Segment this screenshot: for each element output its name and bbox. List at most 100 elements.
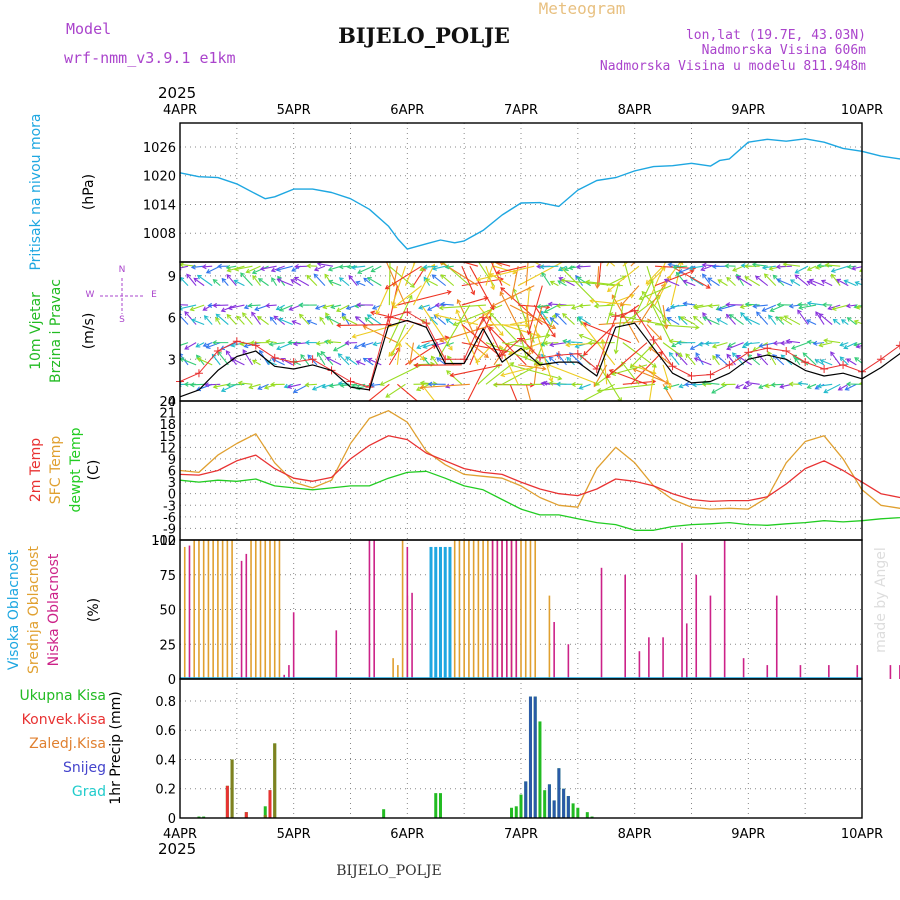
wind-arrow-head <box>226 313 232 319</box>
wind-arrow-head <box>319 316 324 322</box>
precip-bar <box>244 812 248 818</box>
wind-arrow <box>440 303 454 306</box>
wind-arrow-head <box>366 277 372 282</box>
wind-arrow <box>555 313 567 325</box>
wind-arrow-head <box>853 319 859 325</box>
wind-arrow <box>726 277 736 287</box>
wind-arrow-head <box>526 330 532 336</box>
wind-arrow-head <box>202 306 208 311</box>
pressure-axis-label: Pritisak na nivou mora <box>28 113 44 270</box>
wind-arrow <box>559 277 575 287</box>
wind-arrow <box>277 278 293 287</box>
wind-arrow-head <box>464 404 468 408</box>
wind-arrow <box>257 383 269 390</box>
wind-arrow-head <box>270 381 275 388</box>
wind-arrow <box>361 342 374 347</box>
wind-arrow-head <box>585 279 591 285</box>
wind-arrow <box>307 320 318 326</box>
cloud-bar <box>411 592 413 679</box>
wind-arrow <box>806 319 817 326</box>
temp-sfc-line <box>179 410 900 510</box>
wind-arrow-head <box>555 381 561 387</box>
wind-arrow-head <box>853 341 859 347</box>
wind-arrow-head <box>755 275 760 281</box>
wind-arrow-head <box>818 313 824 318</box>
wind-arrow-head <box>872 353 876 357</box>
wind-arrow-head <box>444 264 450 270</box>
wind-arrow <box>191 265 205 268</box>
wind-arrow-head <box>265 339 271 345</box>
wind-arrow-head <box>163 341 167 345</box>
wind-arrow-head <box>543 308 549 314</box>
wind-arrow <box>890 384 900 385</box>
wind-arrow <box>685 353 696 366</box>
wind-arrow-head <box>846 317 852 322</box>
wind-arrow <box>509 304 556 329</box>
wind-arrow-head <box>357 269 363 275</box>
precip-bar <box>590 816 594 818</box>
wind-arrow <box>557 280 567 287</box>
gust-marker <box>535 353 544 362</box>
wind-arrow <box>664 383 680 390</box>
wind-arrow-head <box>664 257 668 261</box>
cloud-bar <box>468 540 470 679</box>
wind-arrow <box>397 383 419 401</box>
bottom-date-tick: 4APR <box>163 827 197 842</box>
y-tick-label: 0.6 <box>155 724 176 739</box>
wind-arrow <box>453 304 503 326</box>
wind-arrow <box>501 364 543 377</box>
wind-arrow-head <box>823 388 829 394</box>
cloud-bar <box>477 540 480 679</box>
wind-arrow <box>729 314 744 325</box>
wind-arrow-head <box>887 303 890 307</box>
wind-arrow <box>856 306 862 309</box>
wind-arrow <box>581 383 616 401</box>
wind-arrow-head <box>226 382 231 388</box>
wind-arrow-head <box>884 383 888 387</box>
wind-arrow-head <box>269 316 275 322</box>
wind-arrow <box>289 304 301 311</box>
temp-axis-label: SFC Temp <box>48 436 64 505</box>
gust-marker <box>232 337 241 346</box>
cloud-bar <box>198 540 200 679</box>
wind-arrow-head <box>605 373 611 379</box>
wind-arrow <box>396 343 401 365</box>
wind-arrow-head <box>889 346 893 350</box>
wind-arrow <box>735 383 744 389</box>
precip-bar <box>566 796 570 818</box>
wind-arrow-head <box>851 265 857 271</box>
wind-arrow <box>370 383 382 387</box>
wind-arrow-head <box>720 381 726 388</box>
wind-arrow-head <box>346 264 352 270</box>
wind-arrow <box>249 383 261 389</box>
wind-arrow <box>525 384 532 401</box>
wind-arrow <box>594 304 615 307</box>
wind-arrow-head <box>884 277 888 281</box>
wind-arrow <box>651 303 672 343</box>
wind-arrow-head <box>678 269 684 274</box>
wind-arrow-head <box>668 338 674 344</box>
wind-arrow <box>180 342 181 344</box>
wind-arrow <box>662 305 668 329</box>
wind-arrow-head <box>726 353 732 359</box>
wind-arrow-head <box>806 280 812 286</box>
wind-arrow-head <box>166 265 170 269</box>
wind-arrow-head <box>816 383 822 389</box>
wind-arrow <box>339 265 350 268</box>
wind-arrow-head <box>445 318 451 324</box>
cloud-bar <box>202 540 205 679</box>
wind-arrow-head <box>500 372 506 378</box>
y-tick-label: 1026 <box>143 141 176 156</box>
wind-arrow <box>893 317 900 325</box>
panel-frame <box>179 678 863 819</box>
wind-arrow <box>234 280 245 287</box>
wind-arrow <box>306 275 318 287</box>
cloud-bar <box>567 644 570 679</box>
wind-arrow-head <box>619 301 625 307</box>
wind-arrow <box>638 283 666 325</box>
wind-arrow <box>556 304 575 307</box>
wind-arrow <box>630 262 636 267</box>
wind-arrow <box>726 314 736 325</box>
wind-arrow <box>266 304 277 307</box>
wind-arrow-head <box>556 352 561 358</box>
